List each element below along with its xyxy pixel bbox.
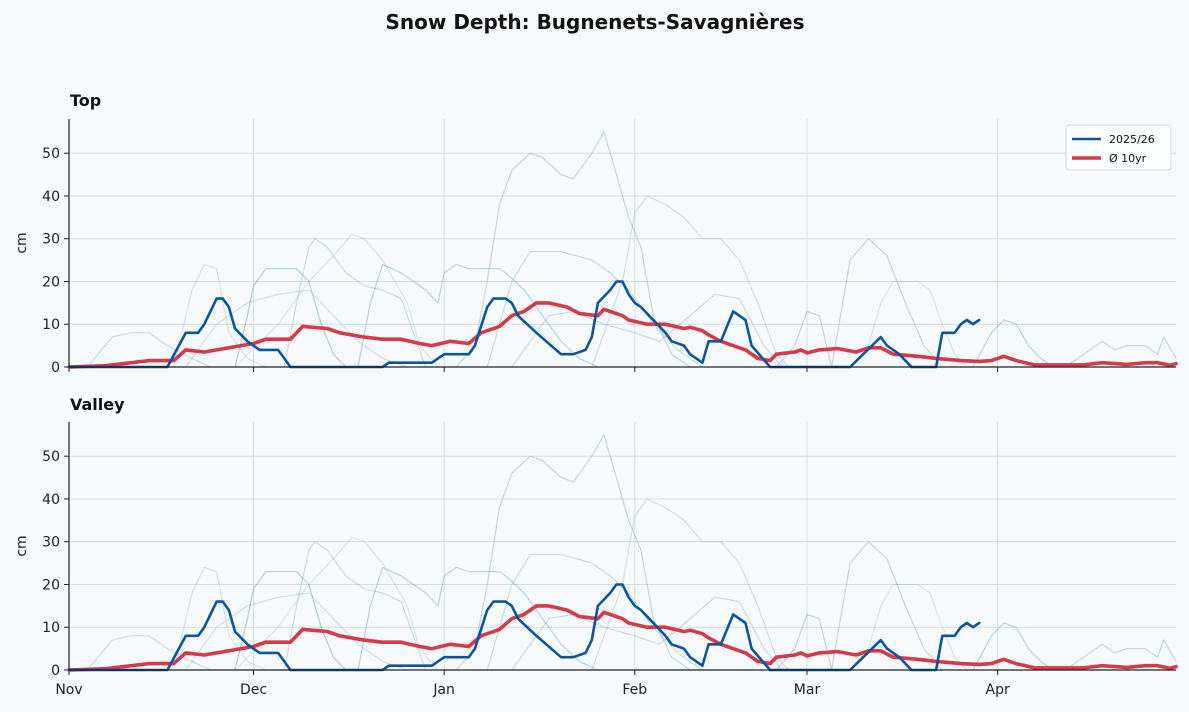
history-season-line xyxy=(357,566,599,671)
y-tick-label: 40 xyxy=(42,492,60,508)
history-season-line xyxy=(283,238,427,368)
panel-title: Valley xyxy=(70,395,125,414)
history-season-line xyxy=(185,592,408,671)
x-tick-label: Nov xyxy=(55,682,82,698)
y-tick-label: 0 xyxy=(51,360,60,376)
y-tick-label: 50 xyxy=(42,146,60,162)
panel-valley: Valley 0 10 20 30 40 50 Nov Dec Jan Feb Mar Apr cm xyxy=(14,395,1178,698)
history-season-line xyxy=(1064,336,1177,368)
y-tick-label: 30 xyxy=(42,232,60,248)
y-tick-label: 20 xyxy=(42,577,60,593)
current-season-line xyxy=(67,280,981,369)
legend: 2025/26 Ø 10yr xyxy=(1065,124,1172,171)
history-season-line xyxy=(972,319,1054,368)
history-season-line xyxy=(591,498,790,671)
y-axis-label: cm xyxy=(14,535,30,556)
history-season-line xyxy=(86,332,211,368)
current-season-line xyxy=(67,583,981,672)
history-season-line xyxy=(234,268,347,368)
history-season-line xyxy=(455,131,691,368)
legend-label: 2025/26 xyxy=(1109,133,1155,146)
y-tick-label: 40 xyxy=(42,189,60,205)
history-season-line xyxy=(775,238,943,368)
history-season-line xyxy=(486,553,704,671)
history-season-line xyxy=(775,541,943,671)
x-tick-label: Mar xyxy=(794,682,821,698)
history-season-line xyxy=(357,263,599,368)
history-season-line xyxy=(591,195,790,368)
history-season-line xyxy=(486,251,704,368)
panel-title: Top xyxy=(70,91,101,110)
y-axis-label: cm xyxy=(14,232,30,253)
chart-title: Snow Depth: Bugnenets-Savagnières xyxy=(386,10,805,34)
history-season-line xyxy=(234,571,347,671)
history-season-line xyxy=(972,622,1054,671)
history-season-line xyxy=(849,280,968,368)
x-tick-label: Apr xyxy=(986,682,1010,698)
history-season-line xyxy=(86,635,211,671)
y-tick-label: 10 xyxy=(42,317,60,333)
history-season-line xyxy=(173,566,267,671)
panel-top: Top 0 10 20 30 40 50 cm 2025/26 Ø 10yr xyxy=(14,91,1178,376)
history-season-line xyxy=(185,289,408,368)
history-season-line xyxy=(511,596,784,671)
x-tick-label: Jan xyxy=(432,682,455,698)
y-tick-label: 0 xyxy=(51,663,60,679)
history-season-line xyxy=(234,536,439,671)
history-season-line xyxy=(283,541,427,671)
x-tick-label: Dec xyxy=(240,682,267,698)
y-tick-label: 20 xyxy=(42,274,60,290)
y-tick-label: 50 xyxy=(42,449,60,465)
history-season-line xyxy=(1064,639,1177,671)
average-10yr-line xyxy=(67,301,1178,369)
average-10yr-line xyxy=(67,604,1178,672)
history-season-line xyxy=(455,434,691,671)
x-tick-label: Feb xyxy=(622,682,647,698)
history-season-line xyxy=(511,293,784,368)
legend-label: Ø 10yr xyxy=(1109,152,1147,165)
history-season-line xyxy=(173,263,267,368)
history-season-line xyxy=(849,583,968,671)
history-season-line xyxy=(234,233,439,368)
y-tick-label: 10 xyxy=(42,620,60,636)
y-tick-label: 30 xyxy=(42,535,60,551)
